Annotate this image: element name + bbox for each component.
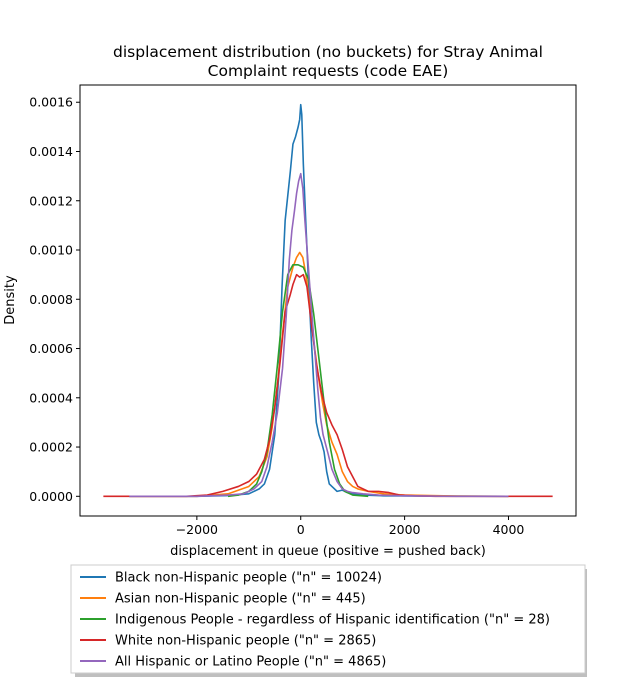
legend-label-1: Asian non-Hispanic people ("n" = 445): [115, 592, 366, 607]
chart-title-line-2: Complaint requests (code EAE): [208, 62, 449, 80]
legend-label-4: All Hispanic or Latino People ("n" = 486…: [115, 655, 386, 670]
y-tick-label: 0.0010: [29, 243, 73, 258]
x-tick-label: 4000: [493, 522, 525, 537]
x-tick-label: 0: [297, 522, 305, 537]
x-tick-label: 2000: [389, 522, 421, 537]
legend-label-3: White non-Hispanic people ("n" = 2865): [115, 634, 376, 649]
series-line-0: [129, 103, 509, 498]
y-tick-label: 0.0016: [29, 95, 73, 110]
y-tick-label: 0.0004: [29, 390, 73, 405]
plot-frame: [79, 84, 577, 517]
series-line-4: [129, 172, 509, 498]
y-axis-label: Density: [3, 275, 18, 325]
axis-ticks: −2000 0 2000 4000 0.0000 0.0002 0.0004 0.0006 0.…: [29, 95, 524, 537]
series-line-2: [227, 263, 369, 498]
x-axis-label: displacement in queue (positive = pushed…: [170, 544, 486, 559]
y-tick-label: 0.0014: [29, 144, 73, 159]
y-tick-label: 0.0012: [29, 193, 73, 208]
y-tick-label: 0.0006: [29, 341, 73, 356]
y-tick-label: 0.0008: [29, 292, 73, 307]
series-line-3: [103, 273, 553, 498]
legend-entries: Black non-Hispanic people ("n" = 10024) A…: [80, 571, 550, 670]
legend-label-2: Indigenous People - regardless of Hispan…: [115, 613, 550, 628]
y-tick-label: 0.0000: [29, 489, 73, 504]
x-tick-label: −2000: [176, 522, 218, 537]
y-tick-label: 0.0002: [29, 440, 73, 455]
legend-box: [70, 564, 586, 674]
legend: Black non-Hispanic people ("n" = 10024) A…: [70, 564, 587, 677]
series-lines: [103, 103, 553, 498]
chart-title-line-1: displacement distribution (no buckets) f…: [113, 43, 543, 61]
legend-label-0: Black non-Hispanic people ("n" = 10024): [115, 571, 382, 586]
